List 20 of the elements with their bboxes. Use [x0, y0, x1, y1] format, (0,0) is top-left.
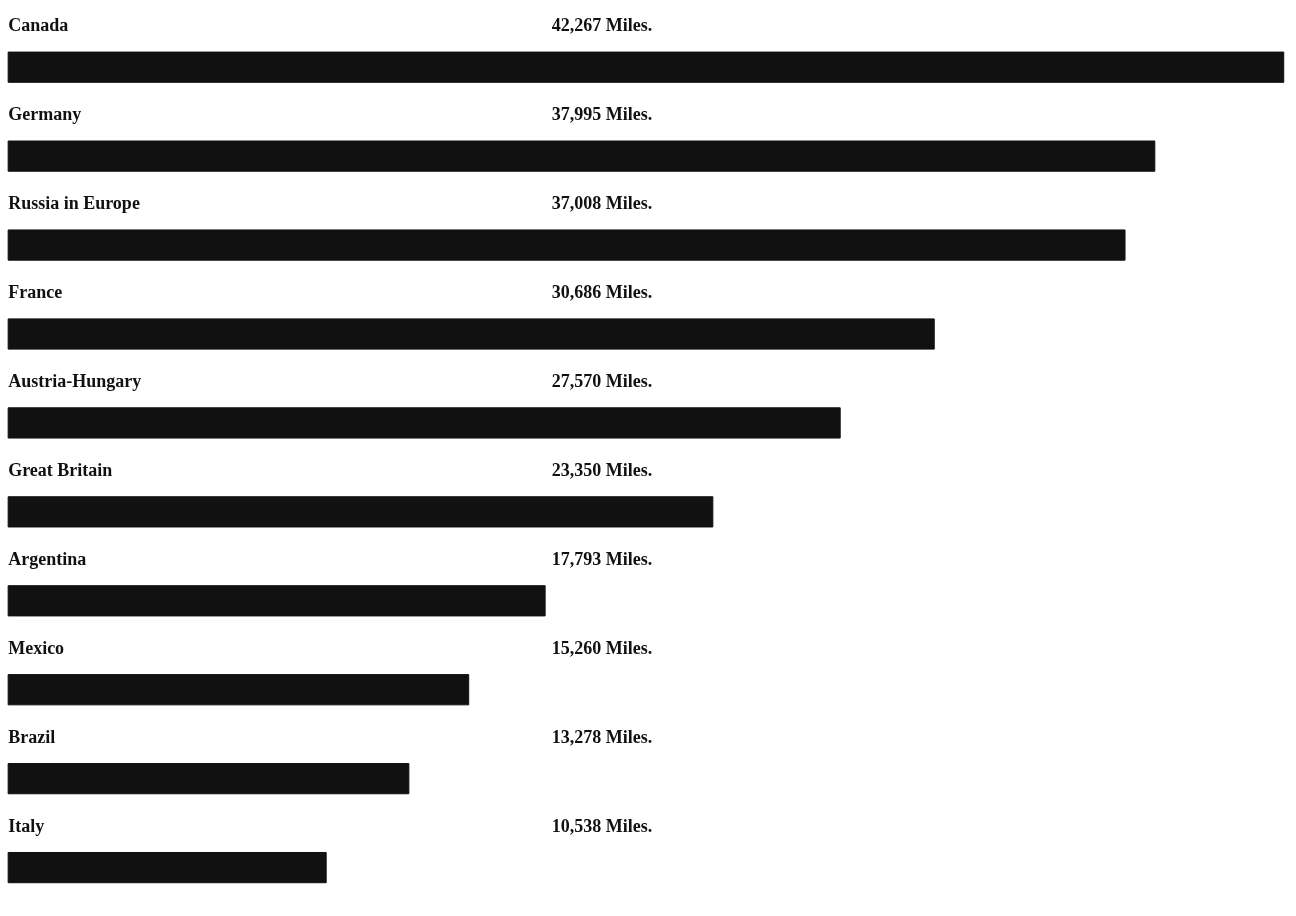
y-tick-label: Canada — [8, 15, 69, 36]
y-tick-label: France — [8, 281, 63, 302]
data-label: 30,686 Miles. — [551, 281, 653, 302]
data-label: 27,570 Miles. — [551, 370, 653, 391]
data-label: 42,267 Miles. — [551, 15, 653, 36]
data-label: 10,538 Miles. — [551, 815, 653, 836]
data-label: 15,260 Miles. — [551, 637, 653, 658]
data-label: 37,995 Miles. — [551, 104, 653, 125]
data-label: 37,008 Miles. — [551, 193, 653, 214]
y-tick-label: Brazil — [8, 726, 56, 747]
y-tick-label: Argentina — [8, 548, 87, 569]
data-label: 23,350 Miles. — [551, 459, 653, 480]
y-tick-label: Mexico — [8, 637, 65, 658]
data-label: 17,793 Miles. — [551, 548, 653, 569]
y-tick-label: Austria-Hungary — [8, 370, 142, 391]
y-tick-label: Italy — [8, 815, 45, 836]
y-tick-label: Great Britain — [8, 459, 113, 480]
y-tick-label: Russia in Europe — [8, 193, 140, 214]
data-label: 13,278 Miles. — [551, 726, 653, 747]
y-tick-label: Germany — [8, 104, 82, 125]
